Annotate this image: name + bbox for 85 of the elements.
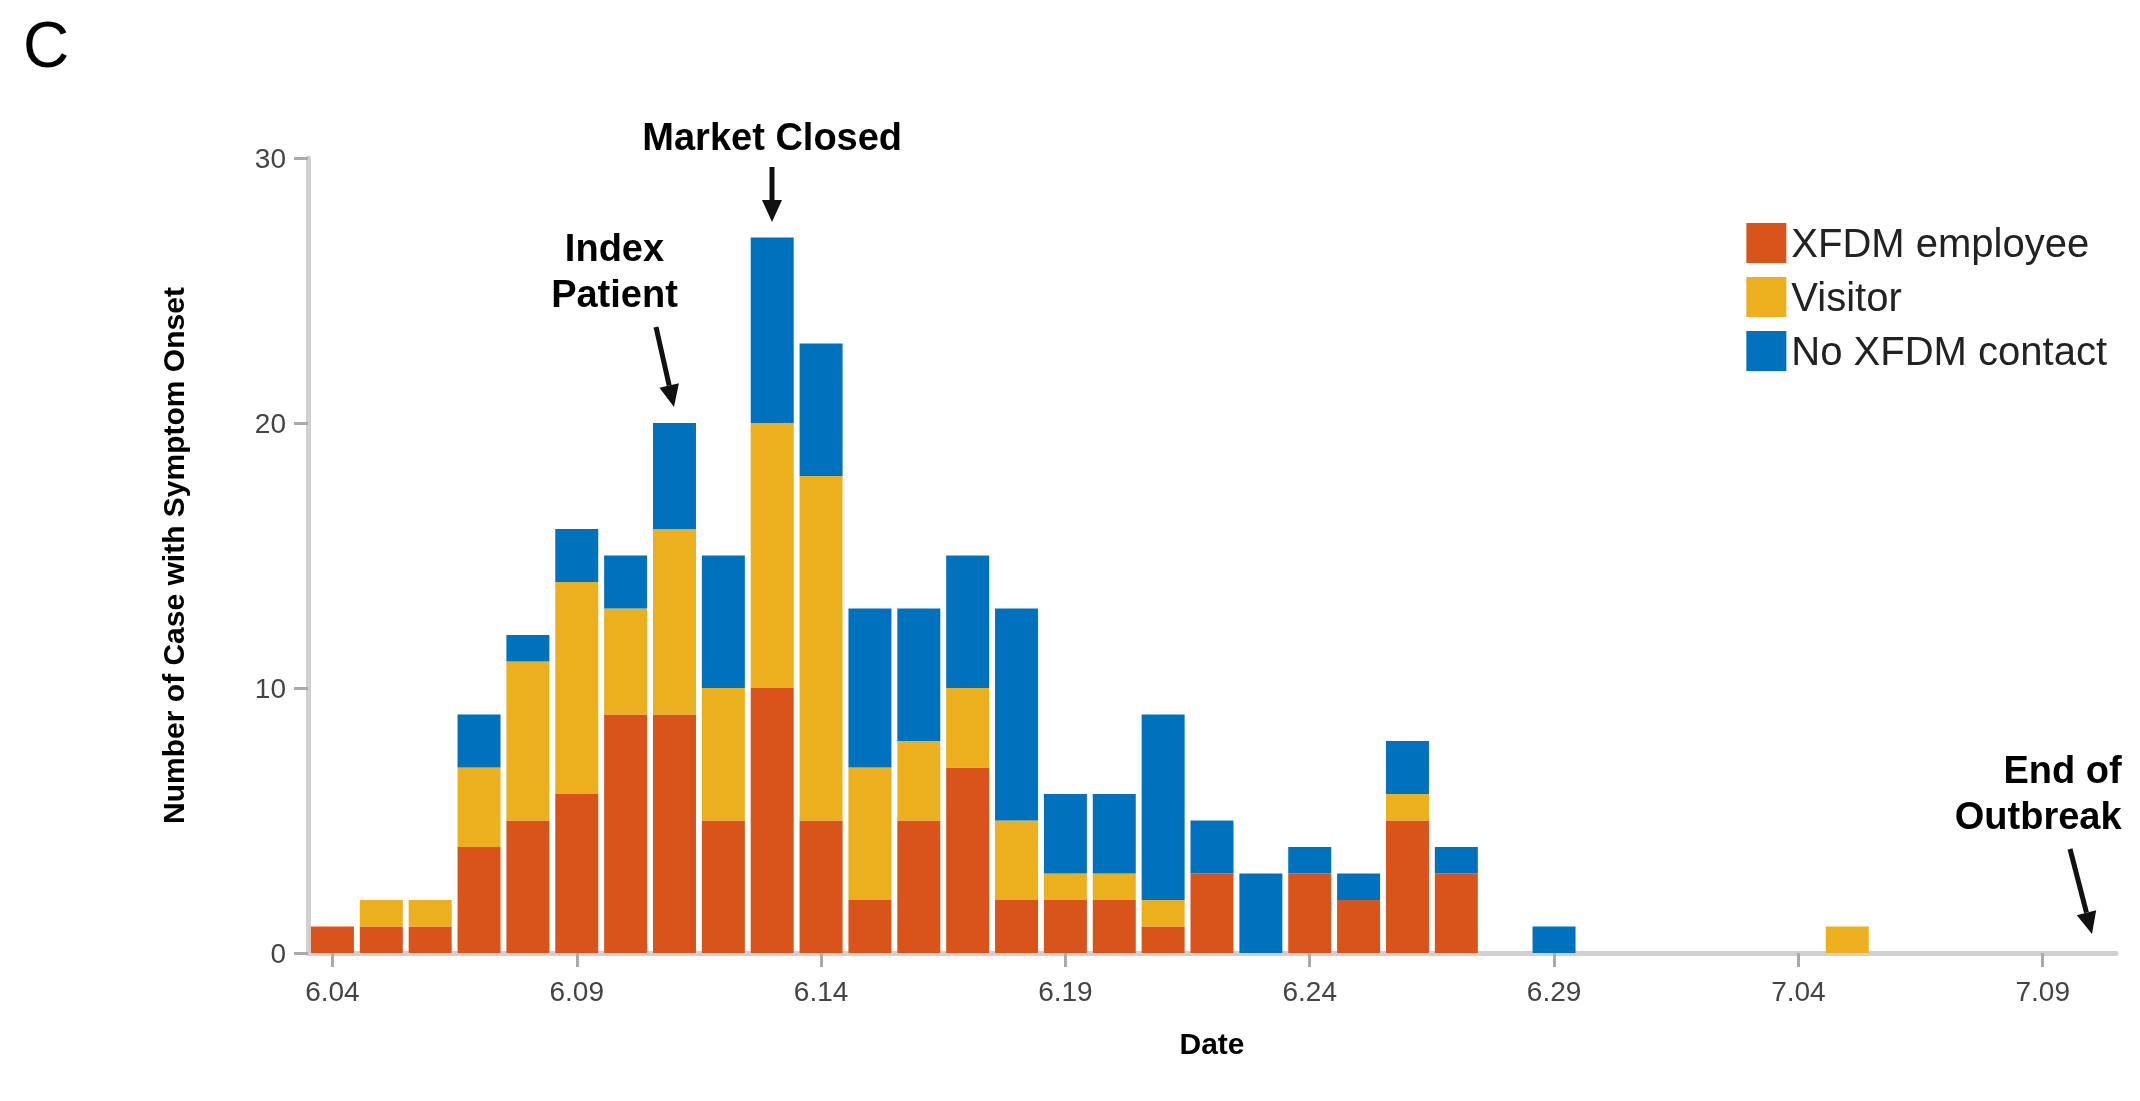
bar bbox=[750, 237, 794, 423]
x-tick-label: 6.14 bbox=[793, 975, 849, 1007]
bar bbox=[1141, 926, 1185, 953]
bar bbox=[946, 555, 990, 688]
bar bbox=[1043, 873, 1087, 900]
bar bbox=[457, 767, 501, 847]
legend-label: Visitor bbox=[1791, 275, 1902, 319]
legend-label: No XFDM contact bbox=[1791, 329, 2108, 373]
bar bbox=[1092, 900, 1136, 953]
legend-label: XFDM employee bbox=[1791, 221, 2090, 265]
bar bbox=[1532, 926, 1576, 953]
x-axis-title: Date bbox=[1179, 1026, 1245, 1060]
bar bbox=[701, 688, 745, 821]
chart-title: C bbox=[23, 9, 70, 81]
bar bbox=[995, 900, 1039, 953]
bar bbox=[604, 608, 648, 715]
bar bbox=[1337, 873, 1381, 900]
bar bbox=[1092, 873, 1136, 900]
x-tick-label: 6.09 bbox=[549, 975, 605, 1007]
bar bbox=[604, 714, 648, 953]
bar bbox=[457, 847, 501, 953]
bar bbox=[750, 423, 794, 688]
y-tick-label: 30 bbox=[254, 142, 286, 174]
x-tick-label: 7.04 bbox=[1771, 975, 1826, 1007]
x-tick-label: 6.19 bbox=[1038, 975, 1093, 1007]
y-tick-label: 0 bbox=[270, 937, 286, 969]
bar bbox=[848, 608, 892, 768]
bar bbox=[1288, 847, 1332, 874]
bar bbox=[652, 529, 696, 715]
bar bbox=[604, 555, 648, 609]
bar bbox=[1043, 900, 1087, 953]
bar bbox=[652, 423, 696, 529]
x-tick-label: 6.24 bbox=[1282, 975, 1337, 1007]
bar bbox=[310, 926, 354, 953]
bar bbox=[848, 900, 892, 953]
annotation: Index Patient bbox=[550, 226, 679, 318]
x-tick-label: 7.09 bbox=[2015, 975, 2070, 1007]
bar bbox=[1043, 794, 1087, 874]
bar bbox=[1434, 873, 1478, 953]
bar bbox=[1190, 820, 1234, 874]
text: Market Closed bbox=[642, 114, 903, 160]
bar bbox=[1337, 900, 1381, 953]
bar bbox=[897, 608, 941, 741]
bar bbox=[1385, 820, 1429, 953]
bar bbox=[701, 820, 745, 953]
bar bbox=[946, 767, 990, 953]
bar bbox=[1825, 926, 1869, 953]
bar bbox=[1141, 714, 1185, 900]
bar bbox=[1434, 847, 1478, 874]
bar bbox=[897, 741, 941, 821]
bar bbox=[408, 926, 452, 953]
x-tick-label: 6.04 bbox=[305, 975, 360, 1007]
annotation: End of Outbreak bbox=[1953, 748, 2122, 840]
bar bbox=[1288, 873, 1332, 953]
bar bbox=[408, 900, 452, 927]
bar bbox=[897, 820, 941, 953]
bar bbox=[848, 767, 892, 900]
bar bbox=[555, 794, 599, 953]
bar bbox=[506, 661, 550, 821]
bar bbox=[457, 714, 501, 768]
bar bbox=[506, 820, 550, 953]
bar bbox=[1239, 873, 1283, 953]
bar bbox=[506, 635, 550, 662]
bar bbox=[799, 476, 843, 821]
y-axis-title: Number of Case with Symptom Onset bbox=[156, 287, 190, 824]
bar bbox=[995, 820, 1039, 900]
y-tick-label: 10 bbox=[254, 672, 286, 704]
bar bbox=[359, 900, 403, 927]
x-tick-label: 6.29 bbox=[1526, 975, 1582, 1007]
y-tick-label: 20 bbox=[254, 407, 286, 439]
bar bbox=[946, 688, 990, 768]
bar bbox=[1385, 794, 1429, 821]
bar bbox=[555, 529, 599, 582]
bar bbox=[750, 688, 794, 953]
bar bbox=[652, 714, 696, 953]
bar bbox=[995, 608, 1039, 821]
bar bbox=[1141, 900, 1185, 927]
bar bbox=[701, 555, 745, 688]
bar bbox=[555, 582, 599, 794]
bar bbox=[799, 343, 843, 476]
bar bbox=[1092, 794, 1136, 874]
bar bbox=[359, 926, 403, 953]
bar bbox=[1190, 873, 1234, 953]
bar bbox=[799, 820, 843, 953]
bar bbox=[1385, 741, 1429, 794]
